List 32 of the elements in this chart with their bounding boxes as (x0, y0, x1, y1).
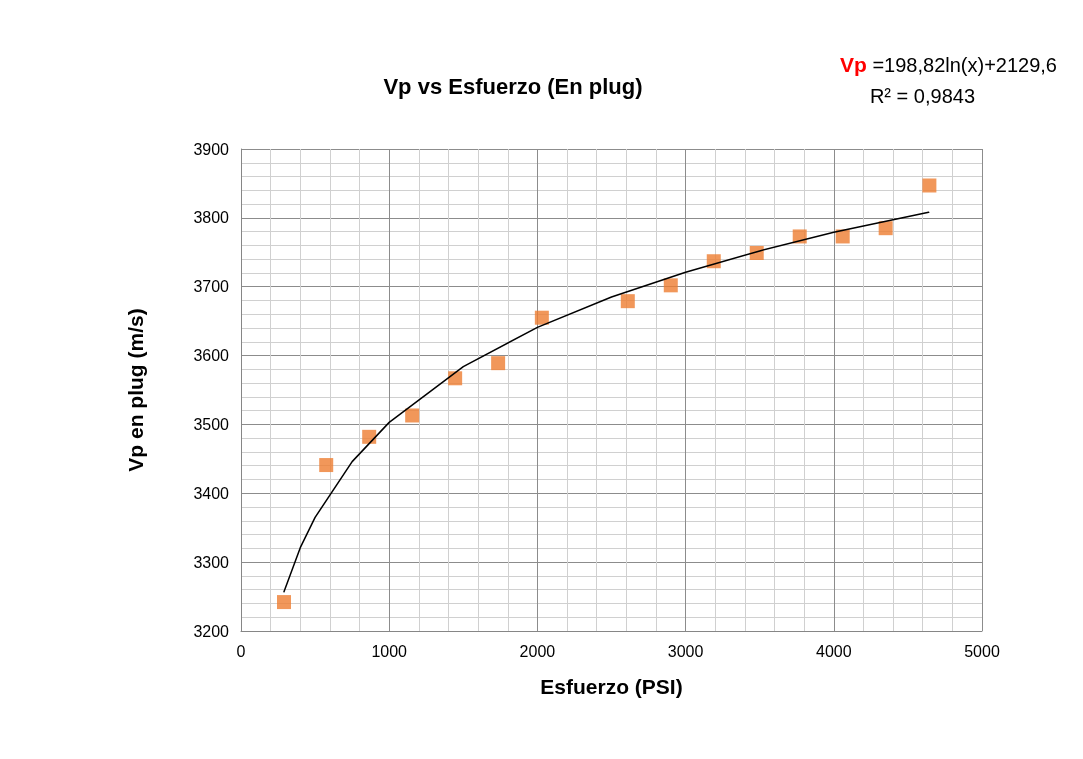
x-tick-label: 3000 (667, 642, 704, 660)
point (663, 278, 678, 293)
x-tick-label: 2000 (519, 642, 556, 660)
y-tick-label: 3600 (193, 347, 230, 365)
x-tick-label: 1000 (371, 642, 408, 660)
point (534, 310, 549, 325)
text: R² = 0,9843 (869, 85, 976, 107)
text: Vp =198,82ln(x)+2129,6 (840, 53, 1058, 76)
point (491, 356, 506, 371)
line-series (283, 211, 930, 593)
chart-title: Vp vs Esfuerzo (En plug) (383, 73, 643, 99)
y-tick-label: 3700 (193, 278, 230, 296)
x-tick-label: 5000 (964, 642, 1000, 660)
x-tick-label: 4000 (816, 642, 852, 660)
point (620, 294, 635, 309)
point (922, 178, 937, 193)
y-tick-label: 3800 (193, 209, 230, 227)
y-tick-label: 3300 (193, 553, 230, 571)
y-tick-label: 3400 (193, 484, 230, 502)
y-tick-label: 3500 (193, 415, 230, 433)
point (405, 408, 420, 423)
y-axis-title: Vp en plug (m/s) (124, 308, 147, 472)
x-axis-title: Esfuerzo (PSI) (540, 675, 683, 698)
y-tick-label: 3200 (193, 622, 230, 640)
point (878, 221, 893, 236)
point (835, 229, 850, 244)
x-tick-label: 0 (236, 642, 246, 660)
point (319, 458, 334, 473)
point (362, 429, 377, 444)
y-tick-label: 3900 (193, 140, 230, 158)
point (276, 595, 291, 610)
point (448, 371, 463, 386)
